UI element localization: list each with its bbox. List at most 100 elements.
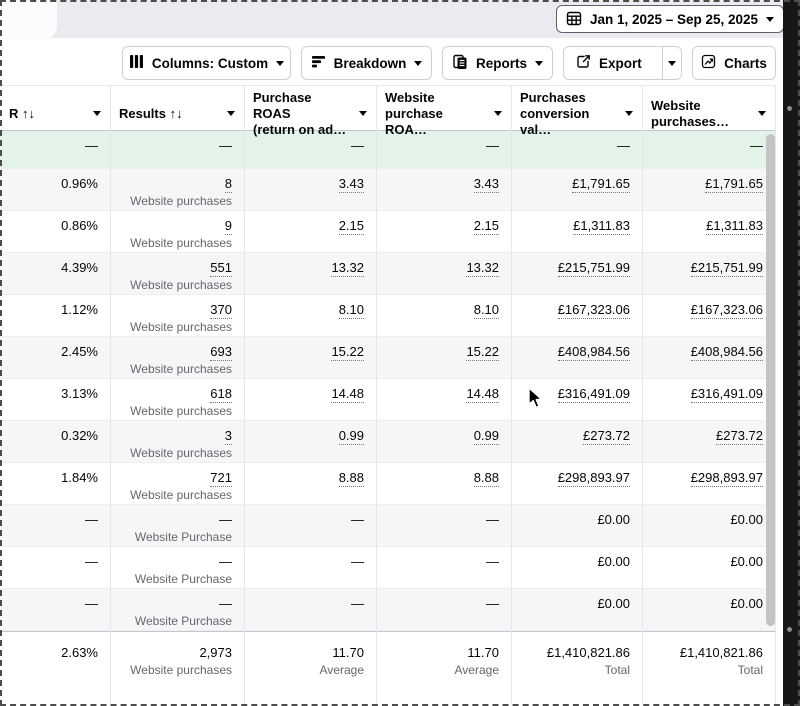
cell-website-purchases-value[interactable]: £1,791.65 bbox=[705, 176, 763, 193]
cell-results[interactable]: — Website Purchase bbox=[110, 505, 244, 546]
cell-purchase-roas[interactable]: 0.99 bbox=[338, 428, 364, 445]
cell-results[interactable]: 551 Website purchases bbox=[110, 253, 244, 294]
cell-website-purchases-value[interactable]: — bbox=[750, 138, 763, 153]
cell-purchases-conversion-value[interactable]: £0.00 bbox=[597, 512, 630, 527]
cell-results[interactable]: 370 Website purchases bbox=[110, 295, 244, 336]
table-row[interactable]: 4.39% 551 Website purchases 13.32 13.32 £… bbox=[0, 253, 775, 295]
table-row[interactable]: — — Website Purchase — — £0.00 £0.00 bbox=[0, 547, 775, 589]
cell-results[interactable]: 9 Website purchases bbox=[110, 211, 244, 252]
column-header-purchase-roas[interactable]: Purchase ROAS (return on ad… bbox=[244, 86, 376, 142]
cell-results[interactable]: 693 Website purchases bbox=[110, 337, 244, 378]
cell-website-purchases-value[interactable]: £0.00 bbox=[730, 596, 763, 611]
cell-results[interactable]: 618 Website purchases bbox=[110, 379, 244, 420]
vertical-scrollbar[interactable] bbox=[766, 134, 775, 626]
calendar-icon bbox=[566, 10, 582, 29]
column-header-website-purchases-value[interactable]: Website purchases… bbox=[642, 86, 775, 142]
cell-website-purchases-value[interactable]: £0.00 bbox=[730, 512, 763, 527]
table-row[interactable]: — — Website Purchase — — £0.00 £0.00 bbox=[0, 589, 775, 631]
columns-button[interactable]: Columns: Custom bbox=[122, 46, 291, 80]
capture-outside-area bbox=[783, 0, 800, 706]
result-type-label: Website purchases bbox=[130, 446, 232, 460]
cell-purchases-conversion-value[interactable]: — bbox=[617, 138, 630, 153]
cell-purchases-conversion-value[interactable]: £0.00 bbox=[597, 596, 630, 611]
cell-purchases-conversion-value[interactable]: £167,323.06 bbox=[557, 302, 630, 319]
cell-website-purchase-roas[interactable]: 15.22 bbox=[466, 344, 499, 361]
cell-purchase-roas[interactable]: 14.48 bbox=[331, 386, 364, 403]
reports-button[interactable]: Reports bbox=[442, 46, 553, 80]
cell-purchase-roas[interactable]: 8.88 bbox=[338, 470, 364, 487]
cell-website-purchase-roas[interactable]: — bbox=[486, 554, 499, 569]
cell-purchase-roas[interactable]: — bbox=[351, 554, 364, 569]
column-header-result-rate[interactable]: R ↑↓ bbox=[0, 86, 110, 142]
charts-button[interactable]: Charts bbox=[692, 46, 776, 80]
result-type-label: Website purchases bbox=[130, 320, 232, 334]
cell-website-purchase-roas[interactable]: — bbox=[486, 512, 499, 527]
cell-purchases-conversion-value[interactable]: £273.72 bbox=[583, 428, 630, 445]
cell-result-rate: 0.86% bbox=[61, 218, 98, 233]
export-menu-button[interactable] bbox=[661, 47, 681, 79]
cell-purchase-roas[interactable]: 2.15 bbox=[338, 218, 364, 235]
cell-purchases-conversion-value[interactable]: £1,791.65 bbox=[572, 176, 630, 193]
cell-purchase-roas[interactable]: — bbox=[351, 596, 364, 611]
breakdown-button[interactable]: Breakdown bbox=[301, 46, 432, 80]
cell-results[interactable]: — Website Purchase bbox=[110, 589, 244, 630]
table-row[interactable]: 0.32% 3 Website purchases 0.99 0.99 £273.… bbox=[0, 421, 775, 463]
cell-website-purchase-roas[interactable]: 8.10 bbox=[473, 302, 499, 319]
cell-purchases-conversion-value[interactable]: £316,491.09 bbox=[557, 386, 630, 403]
table-row[interactable]: 1.84% 721 Website purchases 8.88 8.88 £29… bbox=[0, 463, 775, 505]
column-header-website-purchase-roas[interactable]: Website purchase ROA… bbox=[376, 86, 511, 142]
cell-purchase-roas[interactable]: 15.22 bbox=[331, 344, 364, 361]
cell-website-purchases-value[interactable]: £408,984.56 bbox=[690, 344, 763, 361]
cell-results[interactable]: — Website Purchase bbox=[110, 547, 244, 588]
total-result-rate: 2.63% bbox=[61, 645, 98, 660]
table-row[interactable]: 2.45% 693 Website purchases 15.22 15.22 £… bbox=[0, 337, 775, 379]
cell-website-purchase-roas[interactable]: 8.88 bbox=[473, 470, 499, 487]
export-button[interactable]: Export bbox=[564, 47, 654, 79]
table-row[interactable]: 0.86% 9 Website purchases 2.15 2.15 £1,31… bbox=[0, 211, 775, 253]
cell-results[interactable]: 8 Website purchases bbox=[110, 169, 244, 210]
chevron-down-icon bbox=[535, 60, 543, 66]
cell-results[interactable]: 721 Website purchases bbox=[110, 463, 244, 504]
cell-results[interactable]: 3 Website purchases bbox=[110, 421, 244, 462]
cell-purchases-conversion-value[interactable]: £215,751.99 bbox=[557, 260, 630, 277]
columns-icon bbox=[129, 54, 144, 72]
column-header-label: Website bbox=[385, 90, 435, 105]
cell-website-purchases-value[interactable]: £273.72 bbox=[716, 428, 763, 445]
cell-purchase-roas[interactable]: 8.10 bbox=[338, 302, 364, 319]
cell-website-purchases-value[interactable]: £0.00 bbox=[730, 554, 763, 569]
chevron-down-icon bbox=[93, 111, 101, 116]
cell-purchase-roas[interactable]: 13.32 bbox=[331, 260, 364, 277]
cell-purchases-conversion-value[interactable]: £408,984.56 bbox=[557, 344, 630, 361]
table-row[interactable]: — — — — — — bbox=[0, 131, 775, 169]
table-row[interactable]: 3.13% 618 Website purchases 14.48 14.48 £… bbox=[0, 379, 775, 421]
cell-website-purchase-roas[interactable]: — bbox=[486, 138, 499, 153]
cell-website-purchase-roas[interactable]: 14.48 bbox=[466, 386, 499, 403]
table-row[interactable]: 0.96% 8 Website purchases 3.43 3.43 £1,79… bbox=[0, 169, 775, 211]
cell-website-purchases-value[interactable]: £167,323.06 bbox=[690, 302, 763, 319]
cell-website-purchase-roas[interactable]: — bbox=[486, 596, 499, 611]
cell-purchase-roas[interactable]: 3.43 bbox=[338, 176, 364, 193]
date-range-picker[interactable]: Jan 1, 2025 – Sep 25, 2025 bbox=[556, 5, 784, 33]
cell-website-purchases-value[interactable]: £1,311.83 bbox=[706, 218, 763, 235]
cell-website-purchase-roas[interactable]: 0.99 bbox=[473, 428, 499, 445]
cell-purchases-conversion-value[interactable]: £298,893.97 bbox=[557, 470, 630, 487]
column-header-purchases-conversion-value[interactable]: Purchases conversion val… bbox=[511, 86, 642, 142]
cell-results[interactable]: — bbox=[219, 138, 232, 153]
cell-result-rate: 1.84% bbox=[61, 470, 98, 485]
column-header-label: Website bbox=[651, 98, 701, 113]
cell-purchase-roas[interactable]: — bbox=[351, 512, 364, 527]
cell-website-purchase-roas[interactable]: 3.43 bbox=[473, 176, 499, 193]
chevron-down-icon bbox=[227, 111, 235, 116]
chevron-down-icon bbox=[667, 60, 676, 66]
cell-website-purchase-roas[interactable]: 2.15 bbox=[473, 218, 499, 235]
cell-purchase-roas[interactable]: — bbox=[351, 138, 364, 153]
cell-website-purchases-value[interactable]: £215,751.99 bbox=[690, 260, 763, 277]
cell-purchases-conversion-value[interactable]: £0.00 bbox=[597, 554, 630, 569]
cell-website-purchases-value[interactable]: £298,893.97 bbox=[690, 470, 763, 487]
column-header-results[interactable]: Results ↑↓ bbox=[110, 86, 244, 142]
table-row[interactable]: 1.12% 370 Website purchases 8.10 8.10 £16… bbox=[0, 295, 775, 337]
cell-purchases-conversion-value[interactable]: £1,311.83 bbox=[573, 218, 630, 235]
cell-website-purchase-roas[interactable]: 13.32 bbox=[466, 260, 499, 277]
table-row[interactable]: — — Website Purchase — — £0.00 £0.00 bbox=[0, 505, 775, 547]
cell-website-purchases-value[interactable]: £316,491.09 bbox=[690, 386, 763, 403]
